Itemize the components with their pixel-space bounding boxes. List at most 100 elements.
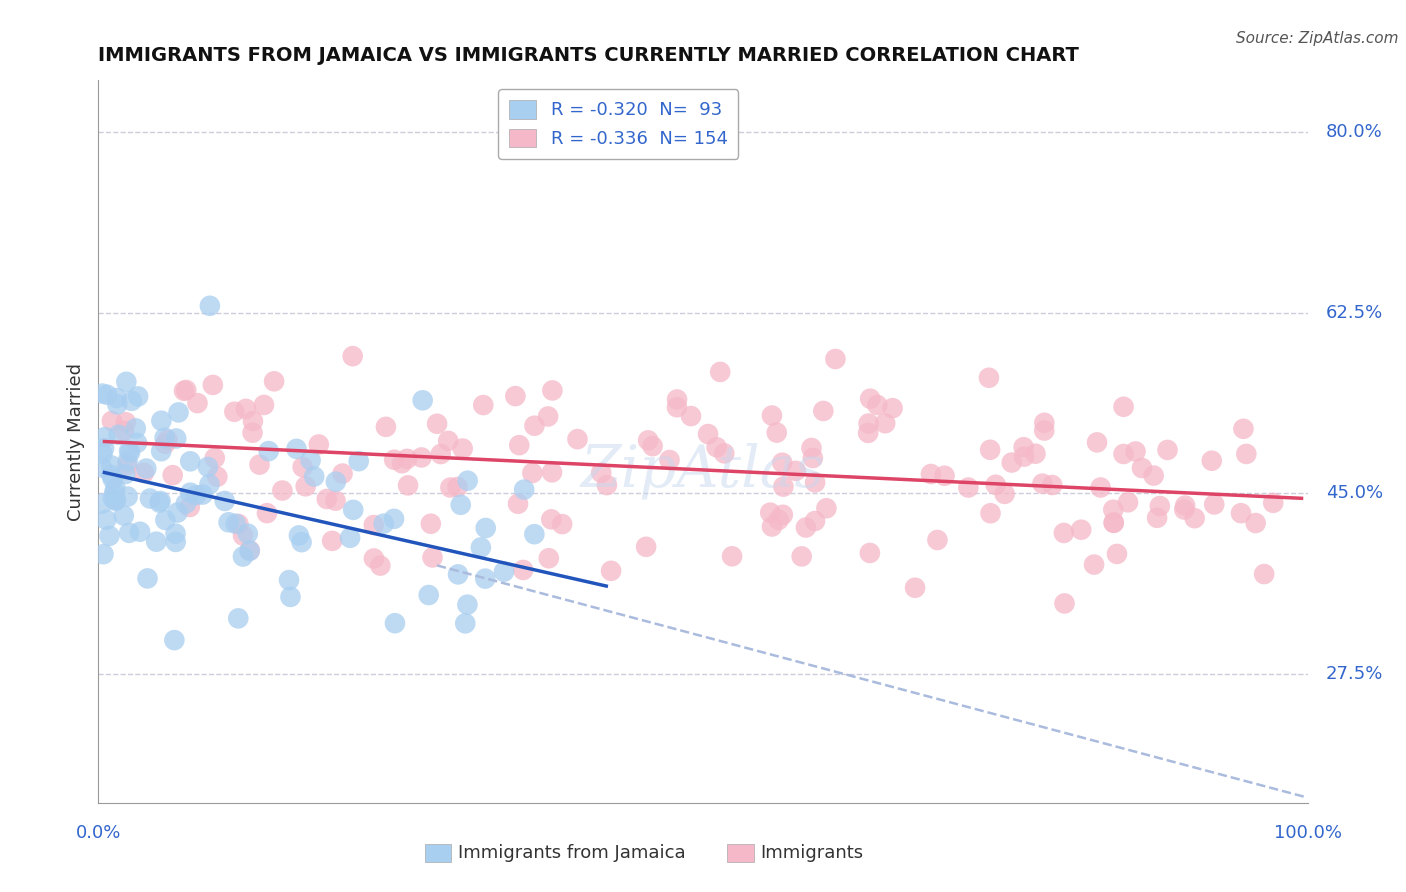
Point — [204, 450, 226, 465]
Point — [294, 479, 316, 493]
Point — [249, 458, 271, 472]
Point — [342, 503, 364, 517]
Point — [257, 444, 280, 458]
Point — [396, 478, 419, 492]
Point — [91, 447, 114, 461]
Point — [115, 375, 138, 389]
Point — [105, 391, 128, 405]
Point — [706, 440, 728, 454]
Point — [1102, 516, 1125, 530]
Point — [201, 378, 224, 392]
Point — [523, 527, 546, 541]
Point — [411, 450, 433, 465]
Point — [148, 496, 170, 510]
Point — [866, 398, 889, 412]
Point — [1085, 435, 1108, 450]
Point — [370, 558, 392, 573]
Point — [1253, 567, 1275, 582]
Point — [1012, 440, 1035, 454]
Point — [104, 493, 127, 508]
Point — [709, 365, 731, 379]
Point — [759, 506, 782, 520]
Point — [118, 443, 141, 458]
Point — [1031, 476, 1053, 491]
Point — [761, 409, 783, 423]
Point — [153, 437, 176, 451]
Point — [235, 401, 257, 416]
Point — [291, 460, 314, 475]
Point — [934, 468, 956, 483]
Point — [339, 531, 361, 545]
Point — [422, 550, 444, 565]
Point — [1230, 506, 1253, 520]
Point — [957, 481, 980, 495]
Point — [1146, 511, 1168, 525]
Point — [505, 389, 527, 403]
Point — [191, 487, 214, 501]
Point — [523, 418, 546, 433]
Point — [541, 384, 564, 398]
Point — [101, 472, 124, 486]
Point — [412, 393, 434, 408]
Text: 100.0%: 100.0% — [1274, 824, 1341, 842]
Point — [114, 415, 136, 429]
Point — [224, 405, 246, 419]
Point — [103, 485, 125, 500]
Point — [768, 513, 790, 527]
Point — [1033, 424, 1056, 438]
Point — [100, 467, 122, 482]
Point — [291, 535, 314, 549]
Point — [1040, 478, 1063, 492]
Point — [179, 485, 201, 500]
Point — [815, 501, 838, 516]
Point — [93, 441, 115, 455]
Point — [977, 370, 1000, 384]
Bar — [727, 844, 754, 862]
Point — [288, 528, 311, 542]
Point — [136, 571, 159, 585]
Point — [391, 456, 413, 470]
Point — [155, 513, 177, 527]
Point — [665, 401, 688, 415]
Point — [1204, 498, 1226, 512]
Point — [540, 512, 562, 526]
Point — [1053, 526, 1076, 541]
Point — [342, 349, 364, 363]
Point — [239, 544, 262, 558]
Point — [382, 452, 405, 467]
Point — [225, 516, 247, 531]
Text: 80.0%: 80.0% — [1326, 123, 1382, 141]
Point — [280, 590, 302, 604]
Point — [197, 459, 219, 474]
Point — [302, 469, 325, 483]
Point — [858, 417, 880, 431]
Point — [658, 453, 681, 467]
Point — [112, 424, 135, 438]
Point — [363, 551, 385, 566]
Point — [1201, 453, 1223, 467]
Point — [1184, 511, 1206, 525]
Point — [1156, 442, 1178, 457]
Point — [591, 466, 613, 480]
Point — [96, 513, 118, 527]
Point — [451, 442, 474, 456]
Point — [765, 425, 787, 440]
Point — [396, 451, 419, 466]
Point — [1024, 447, 1046, 461]
Point — [156, 433, 179, 447]
Point — [112, 508, 135, 523]
Point — [1125, 444, 1147, 458]
Point — [94, 430, 117, 444]
Point — [419, 516, 441, 531]
Point — [332, 467, 354, 481]
Point — [198, 299, 221, 313]
Point — [166, 506, 188, 520]
Point — [679, 409, 702, 423]
Point — [1083, 558, 1105, 572]
Point — [278, 573, 301, 587]
Point — [179, 454, 201, 468]
Point — [904, 581, 927, 595]
Point — [859, 546, 882, 560]
Point — [174, 383, 197, 397]
Point — [118, 525, 141, 540]
